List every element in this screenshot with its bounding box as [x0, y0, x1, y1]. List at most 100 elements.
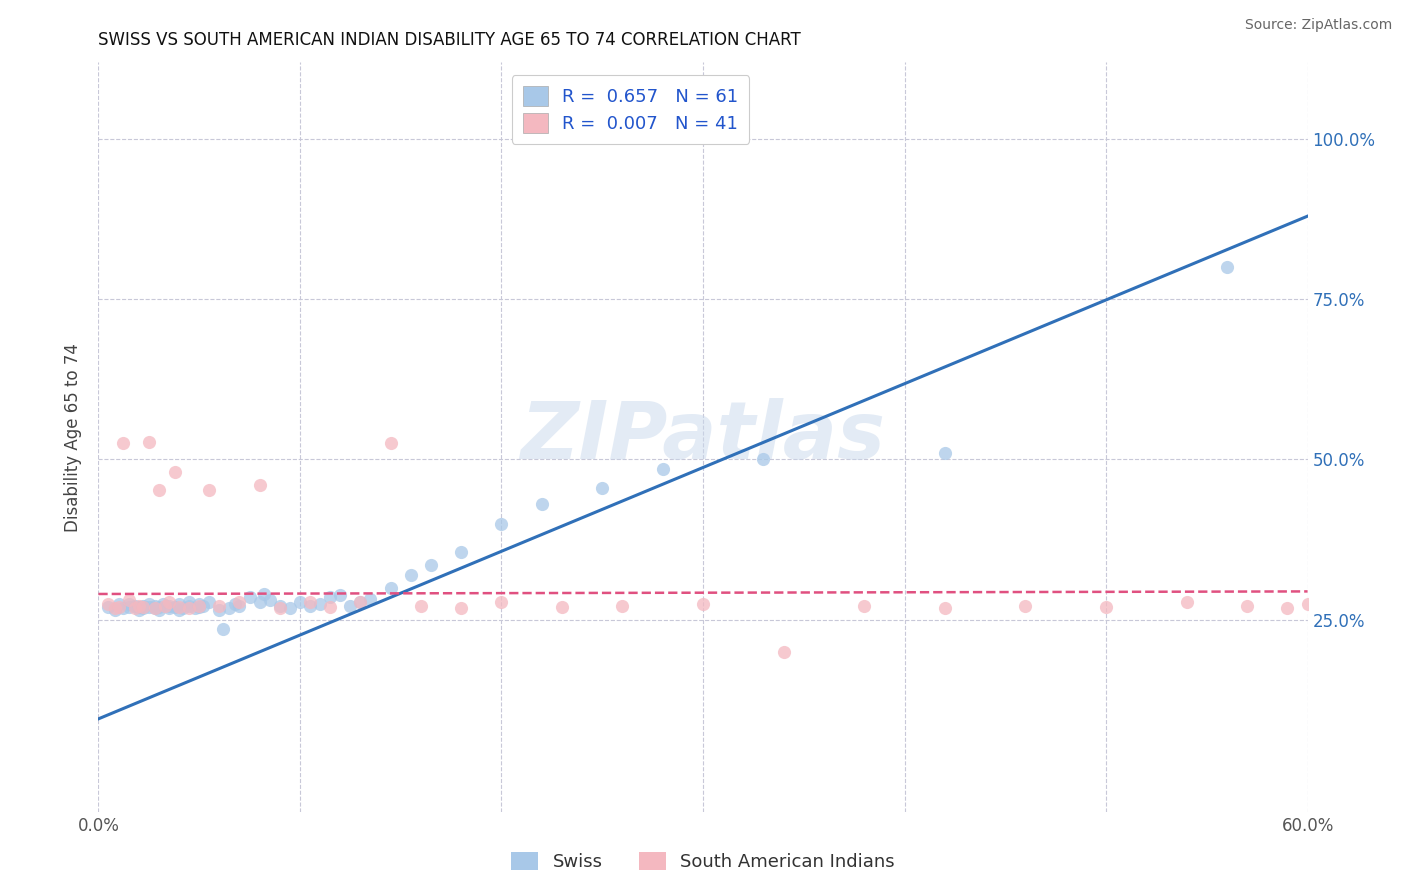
Point — [491, 595, 513, 609]
Point — [179, 595, 201, 609]
Point — [128, 599, 150, 613]
Point — [128, 599, 150, 614]
Point — [148, 599, 170, 614]
Point — [399, 567, 422, 582]
Point — [118, 599, 141, 614]
Point — [97, 599, 120, 614]
Point — [1277, 601, 1299, 615]
Point — [551, 599, 574, 614]
Point — [208, 599, 231, 613]
Point — [309, 597, 332, 611]
Point — [153, 599, 176, 613]
Point — [188, 599, 211, 613]
Text: Source: ZipAtlas.com: Source: ZipAtlas.com — [1244, 18, 1392, 32]
Point — [124, 599, 146, 613]
Point — [193, 599, 215, 613]
Point — [132, 599, 155, 614]
Point — [612, 599, 634, 613]
Point — [138, 597, 160, 611]
Point — [1216, 260, 1239, 275]
Point — [228, 599, 250, 613]
Point — [157, 595, 180, 609]
Point — [853, 599, 876, 613]
Point — [179, 601, 201, 615]
Point — [107, 597, 129, 611]
Point — [409, 599, 432, 613]
Point — [278, 601, 301, 615]
Point — [118, 593, 141, 607]
Point — [208, 603, 231, 617]
Point — [319, 590, 342, 604]
Legend: R =  0.657   N = 61, R =  0.007   N = 41: R = 0.657 N = 61, R = 0.007 N = 41 — [512, 75, 749, 144]
Point — [163, 599, 186, 614]
Point — [360, 592, 382, 607]
Point — [163, 465, 186, 479]
Point — [167, 603, 190, 617]
Point — [319, 599, 342, 614]
Point — [299, 595, 322, 609]
Point — [124, 601, 146, 615]
Point — [148, 603, 170, 617]
Point — [450, 545, 472, 559]
Point — [179, 599, 201, 613]
Point — [167, 599, 190, 614]
Point — [934, 446, 956, 460]
Point — [1095, 599, 1118, 614]
Point — [157, 601, 180, 615]
Point — [651, 462, 673, 476]
Point — [152, 597, 174, 611]
Point — [249, 478, 271, 492]
Point — [172, 601, 194, 615]
Point — [1175, 595, 1198, 609]
Point — [143, 601, 166, 615]
Point — [259, 593, 281, 607]
Point — [269, 601, 291, 615]
Point — [97, 597, 120, 611]
Point — [752, 452, 775, 467]
Point — [934, 601, 956, 615]
Point — [184, 601, 207, 615]
Point — [132, 599, 155, 613]
Point — [329, 588, 352, 602]
Point — [380, 436, 402, 450]
Point — [491, 516, 513, 531]
Point — [591, 481, 613, 495]
Point — [269, 599, 291, 613]
Point — [772, 645, 794, 659]
Point — [148, 483, 170, 498]
Point — [228, 595, 250, 609]
Point — [380, 581, 402, 595]
Point — [249, 595, 271, 609]
Point — [1014, 599, 1036, 613]
Point — [349, 595, 371, 609]
Point — [198, 483, 221, 498]
Point — [157, 599, 180, 613]
Point — [692, 597, 714, 611]
Point — [339, 599, 361, 613]
Point — [349, 595, 371, 609]
Point — [111, 436, 134, 450]
Point — [1296, 597, 1319, 611]
Point — [299, 599, 322, 613]
Point — [167, 597, 190, 611]
Point — [218, 601, 240, 615]
Point — [128, 603, 150, 617]
Y-axis label: Disability Age 65 to 74: Disability Age 65 to 74 — [65, 343, 83, 532]
Point — [239, 590, 262, 604]
Point — [1236, 599, 1258, 613]
Legend: Swiss, South American Indians: Swiss, South American Indians — [503, 845, 903, 879]
Text: SWISS VS SOUTH AMERICAN INDIAN DISABILITY AGE 65 TO 74 CORRELATION CHART: SWISS VS SOUTH AMERICAN INDIAN DISABILIT… — [98, 31, 801, 49]
Point — [288, 595, 311, 609]
Point — [212, 622, 235, 636]
Point — [103, 603, 125, 617]
Point — [198, 595, 221, 609]
Point — [143, 601, 166, 615]
Point — [450, 601, 472, 615]
Point — [138, 599, 160, 614]
Point — [118, 597, 141, 611]
Point — [530, 497, 553, 511]
Point — [103, 601, 125, 615]
Point — [107, 599, 129, 614]
Point — [188, 597, 211, 611]
Point — [132, 601, 155, 615]
